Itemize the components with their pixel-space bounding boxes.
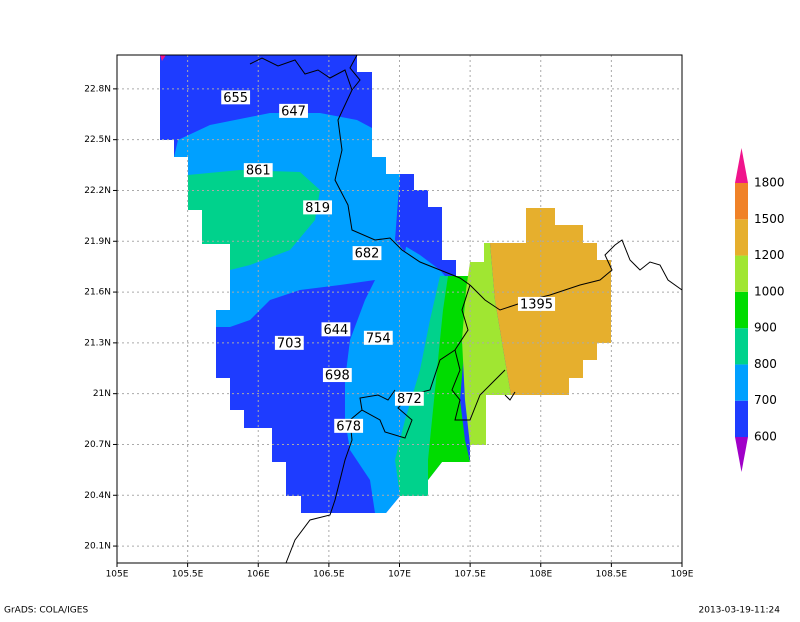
x-tick-label: 107.5E (454, 570, 486, 580)
label-box (303, 200, 332, 215)
y-tick-label: 22.2N (84, 186, 111, 196)
contour-labels: 655 647 861 819 682 1395 644 754 703 698 872 678 (221, 90, 556, 434)
label-box (322, 368, 352, 383)
region-1000-1200 (462, 243, 511, 445)
grid (116, 55, 683, 563)
contour-label: 655 (221, 90, 251, 106)
colorbar-segment (735, 219, 748, 256)
colorbar-low (735, 437, 748, 472)
contour-label: 819 (303, 200, 332, 216)
footer-left: GrADS: COLA/IGES (4, 606, 88, 616)
contour-value: 655 (223, 91, 248, 106)
x-tick-label: 105.5E (172, 570, 204, 580)
contour-label: 1395 (517, 296, 556, 312)
label-box (243, 163, 273, 178)
label-box (279, 103, 308, 118)
coastline (469, 239, 683, 311)
label-box (274, 335, 304, 350)
coastline (451, 284, 506, 421)
contour-value: 647 (281, 104, 306, 119)
colorbar-segment (735, 183, 748, 220)
region-800-900-west (188, 170, 320, 270)
contour-value: 698 (325, 369, 350, 384)
contour-value: 682 (355, 247, 380, 262)
filled-contours (160, 55, 611, 513)
contour-label: 647 (279, 103, 308, 119)
x-tick-label: 107E (388, 570, 411, 580)
contour-value: 861 (246, 164, 271, 179)
colorbar-segment (735, 291, 748, 329)
colorbar-segment (735, 255, 748, 292)
colorbar-segment (735, 364, 748, 401)
colorbar-label: 800 (754, 357, 777, 371)
y-tick-label: 21.6N (84, 288, 111, 298)
label-box (363, 330, 393, 345)
label-box (221, 90, 251, 105)
region-600-700-strip (395, 174, 414, 252)
label-box (352, 246, 382, 261)
colorbar-label: 1000 (754, 284, 785, 298)
contour-label: 703 (274, 335, 304, 351)
contour-value: 1395 (520, 297, 553, 312)
contour-value: 678 (336, 419, 361, 434)
x-tick-label: 109E (671, 570, 694, 580)
colorbar-high (735, 148, 748, 183)
y-tick-label: 21.9N (84, 237, 111, 247)
colorbar-label: 1500 (754, 212, 785, 226)
colorbar-label: 1200 (754, 248, 785, 262)
tick-labels: 105E 105.5E 106E 106.5E 107E 107.5E 108E 108.5E… (84, 84, 694, 579)
colorbar-label: 1800 (754, 176, 785, 190)
region-800-900-east (395, 276, 456, 496)
label-box (394, 391, 424, 406)
colorbar: 600 700 800 900 1000 1200 1500 1800 (735, 148, 785, 472)
region-900-1000 (428, 276, 470, 480)
x-tick-label: 108.5E (596, 570, 628, 580)
x-tick-label: 106.5E (313, 570, 345, 580)
contour-value: 872 (397, 392, 422, 407)
y-tick-label: 22.8N (84, 84, 111, 94)
contour-value: 644 (324, 323, 349, 338)
border (349, 54, 361, 91)
x-tick-label: 105E (106, 570, 129, 580)
footer-right: 2013-03-19-11:24 (699, 606, 781, 616)
contour-label: 754 (363, 330, 393, 346)
contour-value: 819 (305, 201, 330, 216)
colorbar-label: 700 (754, 393, 777, 407)
contour-label: 861 (243, 163, 273, 179)
colorbar-segment (735, 328, 748, 365)
coastline (359, 349, 456, 439)
y-tick-label: 21N (93, 389, 111, 399)
coastline (504, 391, 516, 401)
contour-label: 644 (321, 322, 351, 338)
y-tick-label: 20.4N (84, 491, 111, 501)
label-box (321, 322, 351, 337)
region-above-1800 (160, 55, 166, 61)
x-tick-label: 108E (529, 570, 552, 580)
y-tick-label: 20.7N (84, 440, 111, 450)
x-tick-label: 106E (247, 570, 270, 580)
contour-label: 872 (394, 391, 424, 407)
label-box (517, 296, 556, 311)
label-box (334, 418, 364, 433)
contour-label: 682 (352, 246, 382, 262)
colorbar-label: 600 (754, 430, 777, 444)
y-tick-label: 20.1N (84, 542, 111, 552)
y-tick-label: 21.3N (84, 338, 111, 348)
y-tick-label: 22.5N (84, 135, 111, 145)
contour-label: 698 (322, 368, 352, 384)
border (249, 57, 471, 286)
colorbar-label: 900 (754, 321, 777, 335)
colorbar-segment (735, 400, 748, 437)
contour-value: 703 (277, 336, 302, 351)
contour-value: 754 (366, 331, 391, 346)
contour-label: 678 (334, 418, 364, 434)
